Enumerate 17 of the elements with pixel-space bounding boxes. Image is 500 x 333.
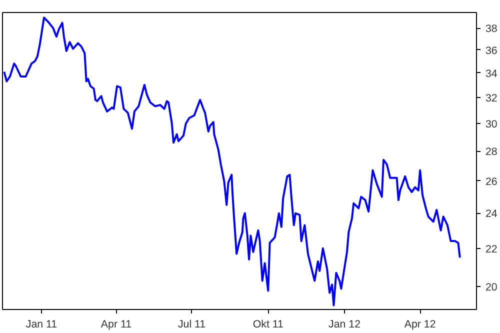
- y-tick-label: 26: [486, 176, 498, 188]
- x-tick-label: Jul 11: [178, 318, 206, 330]
- y-tick-label: 30: [486, 118, 498, 130]
- y-tick-label: 20: [486, 282, 498, 294]
- x-tick-label: Apr 11: [100, 318, 132, 330]
- x-tick-label: Apr 12: [404, 318, 436, 330]
- y-tick-label: 24: [486, 208, 498, 220]
- x-tick-label: Jan 12: [328, 318, 361, 330]
- x-tick-label: Jan 11: [26, 318, 58, 330]
- y-tick-label: 36: [486, 44, 498, 57]
- x-tick-label: Okt 11: [252, 318, 284, 330]
- y-tick-label: 32: [486, 92, 498, 104]
- y-tick-label: 28: [486, 146, 498, 158]
- y-tick-label: 34: [486, 68, 498, 80]
- line-series: [3, 16, 461, 306]
- y-tick-label: 22: [486, 243, 498, 256]
- y-tick-label: 38: [486, 23, 498, 36]
